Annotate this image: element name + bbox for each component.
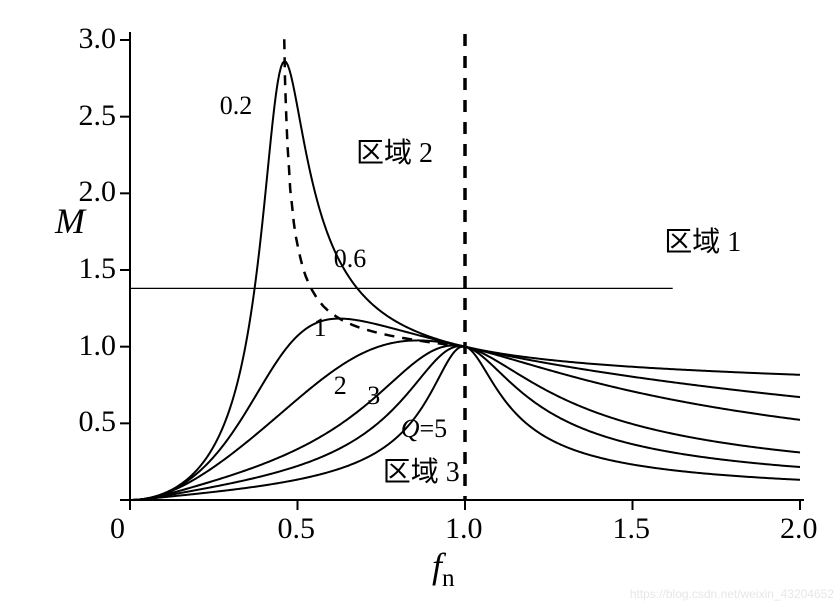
region-label: 区域 2 bbox=[356, 131, 433, 171]
curve-annotation: Q=5 bbox=[401, 414, 447, 444]
curve-annotation: 2 bbox=[334, 371, 347, 401]
x-tick-label: 1.0 bbox=[445, 512, 483, 546]
y-tick-label: 2.0 bbox=[79, 175, 117, 209]
x-tick-label: 2.0 bbox=[780, 512, 818, 546]
curve-annotation: 0.6 bbox=[334, 244, 367, 274]
y-tick-label: 0.5 bbox=[79, 405, 117, 439]
watermark: https://blog.csdn.net/weixin_43204652 bbox=[630, 585, 834, 603]
watermark-text: https://blog.csdn.net/weixin_43204652 bbox=[630, 587, 834, 601]
y-tick-label: 1.0 bbox=[79, 329, 117, 363]
curve-annotation: 3 bbox=[367, 381, 380, 411]
x-tick-label: 0.5 bbox=[278, 512, 316, 546]
region-label: 区域 1 bbox=[664, 220, 741, 260]
y-tick-label: 1.5 bbox=[79, 252, 117, 286]
region-label: 区域 3 bbox=[383, 450, 460, 490]
x-axis-label: fn bbox=[432, 545, 455, 593]
curve-annotation: 0.2 bbox=[220, 91, 253, 121]
xlabel-text: fn bbox=[432, 546, 455, 586]
gain-chart bbox=[0, 0, 840, 607]
x-tick-label: 1.5 bbox=[613, 512, 651, 546]
y-tick-label: 3.0 bbox=[79, 22, 117, 56]
x-tick-label: 0 bbox=[110, 512, 125, 546]
y-tick-label: 2.5 bbox=[79, 99, 117, 133]
curve-annotation: 1 bbox=[314, 313, 327, 343]
